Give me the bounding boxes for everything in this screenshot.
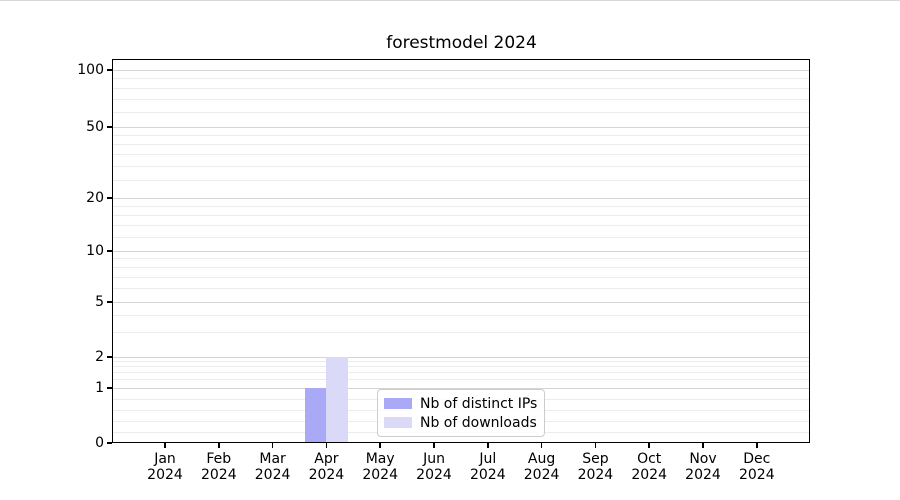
x-tick-label-year: 2024 <box>416 466 452 483</box>
x-tick-label-month: Jun <box>423 451 445 467</box>
x-tick-label-year: 2024 <box>523 466 560 483</box>
legend-swatch-downloads <box>384 417 412 428</box>
x-tick-label-month: May <box>365 451 395 467</box>
x-tick-label-month: Aug <box>527 451 556 467</box>
legend-item-distinct-ips: Nb of distinct IPs <box>384 394 538 413</box>
x-tick-label-month: Oct <box>637 451 662 467</box>
x-tick-label-month: Mar <box>259 451 286 467</box>
x-axis-tick <box>325 443 328 448</box>
legend-label-distinct-ips: Nb of distinct IPs <box>420 395 538 412</box>
x-axis-tick <box>540 443 543 448</box>
x-tick-label-year: 2024 <box>308 466 345 483</box>
x-tick-label-month: Feb <box>206 451 232 467</box>
x-axis-tick <box>487 443 489 448</box>
y-tick-label: 2 <box>95 349 104 365</box>
x-axis-tick <box>594 443 597 448</box>
y-tick-label: 0 <box>95 435 104 451</box>
x-axis-tick <box>756 443 758 448</box>
x-tick-label-year: 2024 <box>362 466 398 483</box>
y-tick-label: 1 <box>95 380 104 396</box>
x-tick-label-month: Jan <box>154 451 176 467</box>
y-tick-label: 50 <box>86 119 104 135</box>
x-tick-label: Oct 2024 <box>621 451 677 483</box>
x-axis-tick <box>271 443 274 448</box>
x-tick-label: Sep 2024 <box>567 451 623 483</box>
x-axis-tick <box>218 443 220 448</box>
x-tick-label: Apr 2024 <box>298 451 354 483</box>
x-axis-tick <box>164 443 166 448</box>
x-tick-label-year: 2024 <box>147 466 183 483</box>
x-axis-tick <box>433 443 435 448</box>
x-tick-label: May 2024 <box>352 451 408 483</box>
x-tick-label-year: 2024 <box>469 466 506 483</box>
legend-swatch-distinct-ips <box>384 398 412 409</box>
x-tick-label-year: 2024 <box>631 466 667 483</box>
x-axis-tick <box>648 443 650 448</box>
x-tick-label-month: Dec <box>743 451 771 467</box>
chart-title: forestmodel 2024 <box>386 33 537 53</box>
x-tick-label-year: 2024 <box>738 466 775 483</box>
x-tick-label: Aug 2024 <box>514 451 570 483</box>
x-axis-tick <box>702 443 704 448</box>
x-tick-label-year: 2024 <box>200 466 237 483</box>
legend-item-downloads: Nb of downloads <box>384 413 538 432</box>
x-tick-label: Feb 2024 <box>191 451 247 483</box>
y-tick-label: 10 <box>86 243 104 259</box>
x-tick-label: Jul 2024 <box>460 451 516 483</box>
x-tick-label-year: 2024 <box>254 466 291 483</box>
x-tick-label-month: Sep <box>582 451 609 467</box>
legend: Nb of distinct IPs Nb of downloads <box>377 389 545 437</box>
legend-label-downloads: Nb of downloads <box>420 414 537 431</box>
x-tick-label-month: Nov <box>689 451 717 467</box>
figure-top-border <box>0 0 900 1</box>
x-tick-label-month: Apr <box>314 451 339 467</box>
y-tick-label: 5 <box>95 294 104 310</box>
y-tick-label: 100 <box>77 62 104 78</box>
x-tick-label: Nov 2024 <box>675 451 731 483</box>
y-tick-label: 20 <box>86 190 104 206</box>
x-tick-label: Jan 2024 <box>137 451 193 483</box>
x-tick-label: Jun 2024 <box>406 451 462 483</box>
x-tick-label-year: 2024 <box>577 466 614 483</box>
x-axis-tick <box>379 443 381 448</box>
x-tick-label: Dec 2024 <box>729 451 785 483</box>
plot-area-border <box>112 59 810 443</box>
x-tick-label: Mar 2024 <box>245 451 301 483</box>
x-tick-label-month: Jul <box>479 451 497 467</box>
x-tick-label-year: 2024 <box>685 466 721 483</box>
